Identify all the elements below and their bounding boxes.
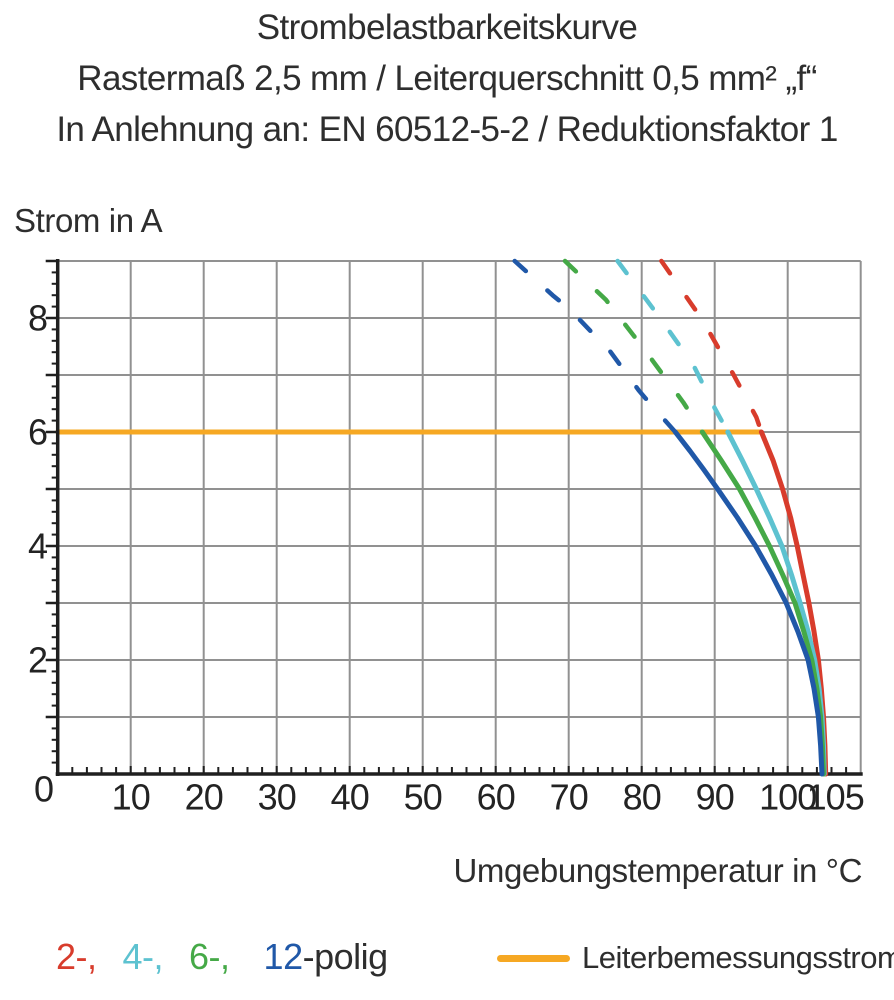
series-curve-dashed-6-polig	[562, 258, 705, 435]
chart-title: Strombelastbarkeitskurve	[256, 8, 638, 47]
series-curve-dashed-12-polig	[512, 258, 678, 435]
x-axis-title: Umgebungstemperatur in °C	[453, 852, 862, 889]
legend-pole-counts: 2-, 4-, 6-, 12 -polig	[56, 936, 388, 978]
y-tick-label: 8	[28, 298, 47, 339]
series-curve-solid-12-polig	[672, 429, 825, 777]
legend-pole-entry: 6-,	[189, 936, 230, 977]
x-tick-label: 80	[623, 777, 661, 818]
y-tick-label: 2	[28, 640, 47, 681]
y-axis-title: Strom in A	[14, 202, 163, 239]
legend-pole-entry: 2-,	[56, 936, 97, 977]
x-tick-label: 90	[696, 777, 734, 818]
x-tick-label: 50	[404, 777, 442, 818]
legend-pole-entry: 4-,	[122, 936, 164, 977]
y-tick-label: 0	[34, 769, 53, 810]
x-tick-label: 70	[550, 777, 588, 818]
legend-pole-entry: -polig	[302, 936, 389, 977]
y-tick-label: 6	[28, 412, 47, 453]
reference-line-label: Leiterbemessungsstrom	[582, 940, 894, 975]
x-tick-label: 30	[258, 777, 296, 818]
legend-pole-entry: 12	[263, 936, 304, 977]
x-tick-label: 10	[112, 777, 150, 818]
reference-line-swatch	[497, 954, 570, 962]
series-curve-dashed-4-polig	[615, 258, 731, 435]
chart-standard-note: In Anlehnung an: EN 60512-5-2 / Reduktio…	[56, 110, 838, 149]
y-tick-label: 4	[28, 526, 47, 567]
legend-reference: Leiterbemessungsstrom	[497, 938, 894, 978]
chart-title-block: Strombelastbarkeitskurve Rastermaß 2,5 m…	[0, 2, 894, 155]
chart-subtitle: Rastermaß 2,5 mm / Leiterquerschnitt 0,5…	[77, 59, 817, 98]
x-tick-label: 60	[477, 777, 515, 818]
x-tick-label: 20	[185, 777, 223, 818]
series-curve-dashed-2-polig	[659, 258, 764, 435]
x-tick-label: 100	[759, 777, 816, 818]
x-tick-label: 40	[331, 777, 369, 818]
x-tick-label: 105	[807, 777, 864, 818]
